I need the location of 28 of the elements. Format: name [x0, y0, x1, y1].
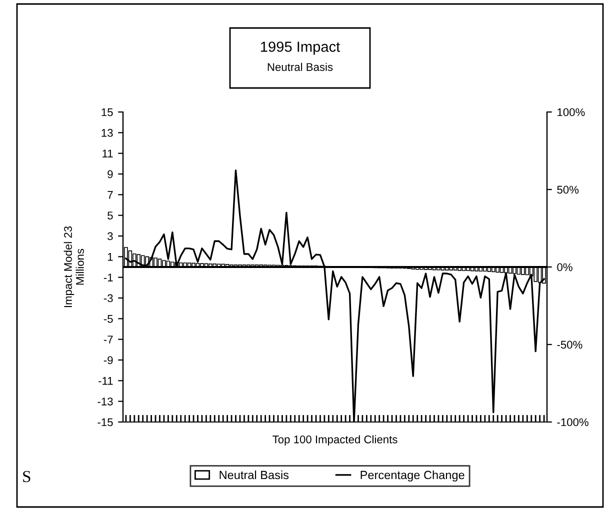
chart-title: 1995 Impact	[260, 42, 340, 55]
y-tick-label: -3	[104, 294, 113, 302]
y-tick-label: 11	[102, 150, 113, 158]
y-tick-label: 1	[108, 253, 113, 261]
y-tick-label: -15	[98, 418, 113, 426]
y-tick-label: 15	[102, 108, 113, 116]
y-tick-label: -13	[98, 398, 113, 406]
legend-label: Neutral Basis	[220, 470, 289, 480]
y-tick-label: -11	[98, 377, 113, 385]
y-tick-label: 13	[102, 128, 113, 137]
y-axis-title: Impact Model 23 Millions	[64, 226, 84, 308]
text: S	[23, 470, 30, 482]
y-tick-label: -1	[104, 274, 113, 282]
y-tick-label: -7	[104, 336, 113, 344]
y2-tick-label: 50%	[557, 186, 579, 194]
y2-tick-label: 100%	[558, 108, 585, 116]
y-tick-label: 3	[108, 232, 113, 240]
y2-tick-label: 0%	[557, 263, 572, 272]
y-tick-label: 7	[108, 191, 113, 199]
x-axis-title: Top 100 Impacted Clients	[272, 435, 398, 446]
y-tick-label: 5	[108, 212, 113, 220]
y-tick-label: -5	[104, 315, 113, 323]
legend-label: Percentage Change	[360, 470, 464, 482]
y-tick-label: -9	[104, 356, 113, 364]
y-tick-label: 9	[108, 170, 113, 178]
chart-subtitle: Neutral Basis	[268, 62, 333, 71]
y2-tick-label: -50%	[557, 340, 582, 349]
y2-tick-label: -100%	[557, 418, 588, 426]
